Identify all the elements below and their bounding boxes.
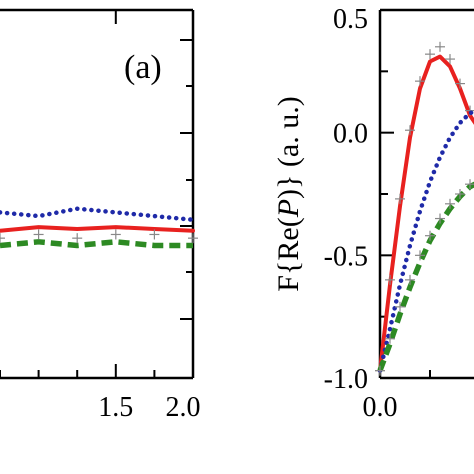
- panel-a-label: (a): [124, 49, 162, 86]
- panel-b-plus-marker: [455, 189, 465, 199]
- panel-b-plus-marker: [415, 76, 425, 87]
- panel-b-plus-marker: [445, 198, 455, 209]
- panel-a-series-solid-line: [0, 225, 195, 233]
- panel-a-plus-marker: [0, 233, 5, 244]
- panel-a-series-dashed-line: [0, 239, 193, 249]
- panel-b-x-tick-label: 0.0: [363, 392, 398, 423]
- panel-a-x-tick-label: 2.0: [166, 392, 201, 423]
- panel-b-y-axis-title: F{Re(P)} (a. u.): [272, 96, 305, 291]
- panel-b-plus-marker: [405, 274, 415, 285]
- panel-b-plus-marker: [385, 274, 395, 285]
- panel-b-plus-marker: [435, 41, 445, 52]
- panel-b-plus-marker: [425, 49, 435, 60]
- panel-b: F{Re(P)} (a. u.) 0.50.0-0.5-1.00.0: [272, 4, 474, 423]
- panel-b-plus-marker: [395, 193, 405, 204]
- panel-b-plus-marker: [375, 365, 385, 376]
- panel-b-series-dashed-line: [377, 181, 474, 372]
- panel-b-plus-marker: [415, 250, 425, 261]
- panel-a-series-dotted-line: [0, 206, 196, 223]
- panel-b-plus-marker: [405, 125, 415, 136]
- panel-b-plus-marker: [395, 301, 405, 312]
- panel-a-plus-marker: [110, 229, 121, 240]
- panel-b-plus-marker: [455, 78, 465, 89]
- panel-b-plus-marker: [435, 213, 445, 224]
- panel-a: (a) 1.5 2.0: [0, 8, 201, 423]
- panel-b-plus-marker: [425, 230, 435, 241]
- panel-b-plus-marker: [465, 179, 474, 190]
- panel-a-plus-marker: [72, 233, 83, 244]
- panel-b-plus-marker: [445, 54, 455, 65]
- panel-b-y-tick-label: -1.0: [324, 364, 368, 395]
- panel-a-plus-marker: [188, 233, 198, 244]
- panel-b-y-tick-label: 0.5: [333, 4, 368, 35]
- panel-b-y-tick-label: 0.0: [333, 119, 368, 150]
- panel-a-plus-marker: [33, 229, 44, 240]
- panel-a-plus-marker: [149, 229, 160, 240]
- panel-b-series-dotted-line: [377, 109, 474, 373]
- panel-a-x-tick-label: 1.5: [98, 392, 133, 423]
- panel-b-plus-marker: [385, 333, 395, 344]
- panel-b-y-tick-label: -0.5: [324, 241, 368, 272]
- panel-b-series-solid-line: [378, 54, 474, 373]
